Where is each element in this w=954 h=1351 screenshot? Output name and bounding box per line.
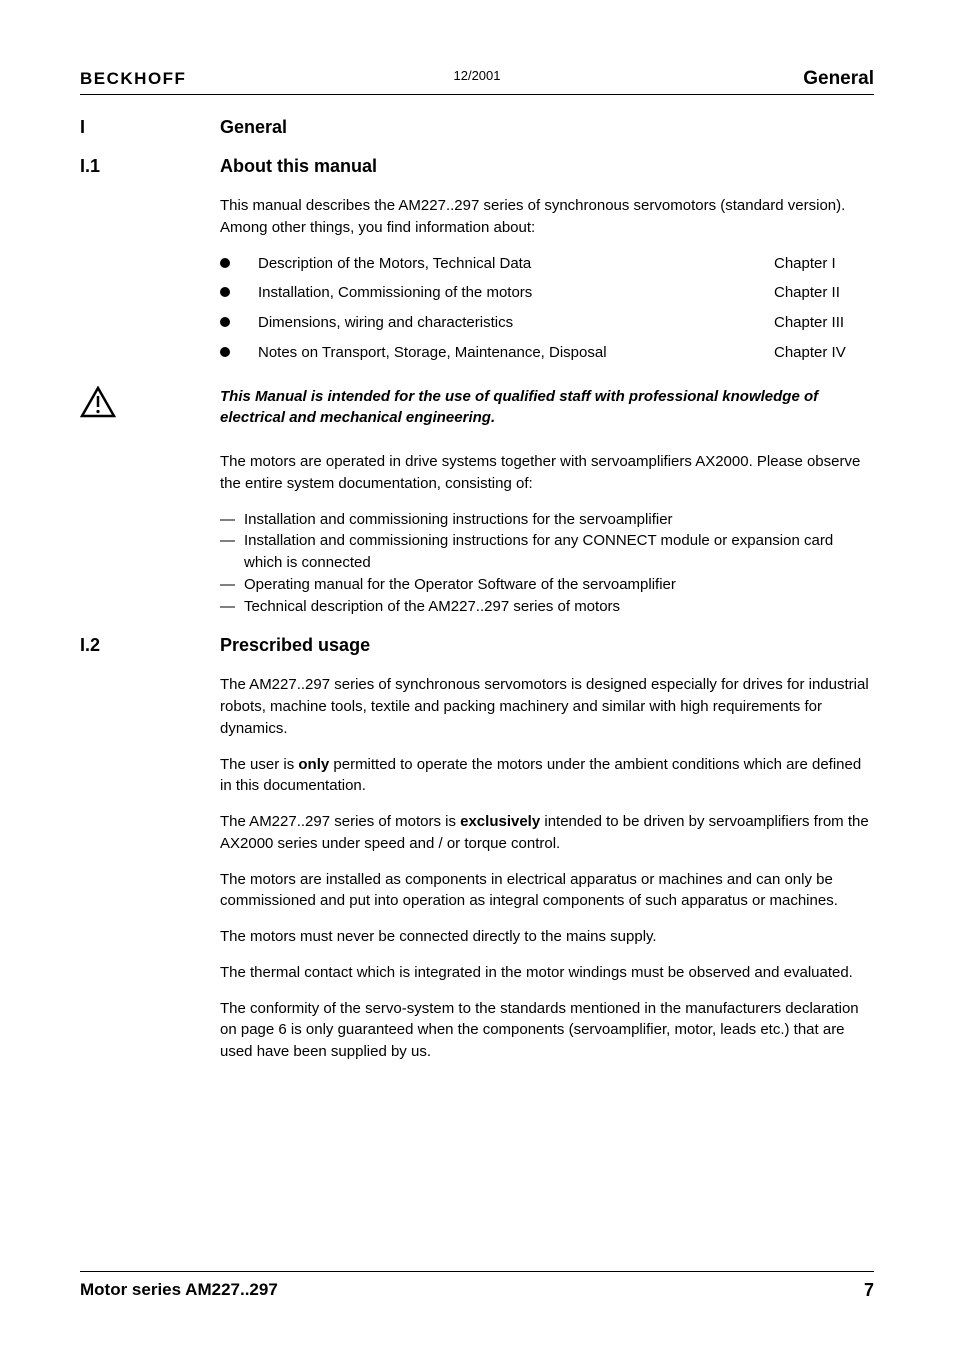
warning-text: This Manual is intended for the use of q… xyxy=(220,386,874,430)
page-header: BECKHOFF 12/2001 General xyxy=(80,68,874,95)
about-intro: This manual describes the AM227..297 ser… xyxy=(220,195,874,239)
bullet-chapter: Chapter I xyxy=(774,253,874,275)
bullet-chapter: Chapter II xyxy=(774,282,874,304)
footer-title: Motor series AM227..297 xyxy=(80,1280,278,1301)
about-content: This manual describes the AM227..297 ser… xyxy=(220,195,874,364)
dash-text: Installation and commissioning instructi… xyxy=(244,509,874,531)
footer-page-number: 7 xyxy=(864,1280,874,1301)
dash-item: — Installation and commissioning instruc… xyxy=(220,530,874,574)
dash-text: Operating manual for the Operator Softwa… xyxy=(244,574,874,596)
bullet-icon xyxy=(220,258,230,268)
bullet-chapter: Chapter III xyxy=(774,312,874,334)
section-num: I xyxy=(80,117,220,138)
section-num: I.2 xyxy=(80,635,220,656)
dash-mark: — xyxy=(220,574,244,596)
prescribed-p2: The user is only permitted to operate th… xyxy=(220,754,874,798)
section-num: I.1 xyxy=(80,156,220,177)
header-section: General xyxy=(803,68,874,90)
prescribed-p5: The motors must never be connected direc… xyxy=(220,926,874,948)
dash-list: — Installation and commissioning instruc… xyxy=(220,509,874,618)
header-date: 12/2001 xyxy=(454,68,501,83)
section-title: General xyxy=(220,117,287,138)
prescribed-p7: The conformity of the servo-system to th… xyxy=(220,998,874,1063)
prescribed-content: The AM227..297 series of synchronous ser… xyxy=(220,674,874,1063)
p2b: only xyxy=(298,756,329,773)
prescribed-p1: The AM227..297 series of synchronous ser… xyxy=(220,674,874,739)
section-about: I.1 About this manual xyxy=(80,156,874,177)
bullet-item: Notes on Transport, Storage, Maintenance… xyxy=(220,342,874,364)
p2a: The user is xyxy=(220,756,298,773)
prescribed-p3: The AM227..297 series of motors is exclu… xyxy=(220,811,874,855)
dash-text: Installation and commissioning instructi… xyxy=(244,530,874,574)
p3a: The AM227..297 series of motors is xyxy=(220,813,460,830)
dash-text: Technical description of the AM227..297 … xyxy=(244,596,874,618)
brand-text: BECKHOFF xyxy=(80,69,186,89)
bullet-item: Installation, Commissioning of the motor… xyxy=(220,282,874,304)
bullet-text: Description of the Motors, Technical Dat… xyxy=(258,253,774,275)
bullet-icon xyxy=(220,347,230,357)
p3b: exclusively xyxy=(460,813,540,830)
section-prescribed: I.2 Prescribed usage xyxy=(80,635,874,656)
section-title: Prescribed usage xyxy=(220,635,370,656)
warning-block: This Manual is intended for the use of q… xyxy=(80,386,874,430)
dash-mark: — xyxy=(220,530,244,574)
dash-item: — Technical description of the AM227..29… xyxy=(220,596,874,618)
bullet-item: Description of the Motors, Technical Dat… xyxy=(220,253,874,275)
motors-para: The motors are operated in drive systems… xyxy=(220,451,874,495)
bullet-icon xyxy=(220,317,230,327)
dash-item: — Operating manual for the Operator Soft… xyxy=(220,574,874,596)
bullet-chapter: Chapter IV xyxy=(774,342,874,364)
page-footer: Motor series AM227..297 7 xyxy=(80,1271,874,1301)
motors-content: The motors are operated in drive systems… xyxy=(220,451,874,617)
warning-triangle-icon xyxy=(80,386,116,418)
section-general: I General xyxy=(80,117,874,138)
bullet-text: Notes on Transport, Storage, Maintenance… xyxy=(258,342,774,364)
bullet-text: Installation, Commissioning of the motor… xyxy=(258,282,774,304)
warning-icon-container xyxy=(80,386,220,430)
prescribed-p6: The thermal contact which is integrated … xyxy=(220,962,874,984)
prescribed-p4: The motors are installed as components i… xyxy=(220,869,874,913)
bullet-text: Dimensions, wiring and characteristics xyxy=(258,312,774,334)
dash-mark: — xyxy=(220,509,244,531)
dash-mark: — xyxy=(220,596,244,618)
bullet-icon xyxy=(220,287,230,297)
section-title: About this manual xyxy=(220,156,377,177)
dash-item: — Installation and commissioning instruc… xyxy=(220,509,874,531)
bullet-item: Dimensions, wiring and characteristics C… xyxy=(220,312,874,334)
